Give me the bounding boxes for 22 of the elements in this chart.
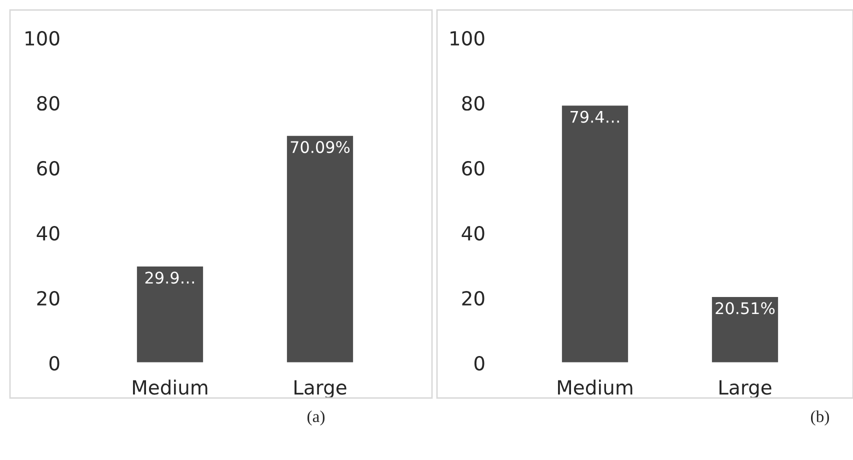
y-tick-label: 0	[474, 356, 484, 371]
y-tick-label: 20	[37, 290, 60, 306]
data-label: 20.51%	[716, 302, 775, 314]
y-tick-label: 40	[36, 226, 60, 241]
x-tick-label: Large	[720, 380, 772, 398]
x-tick-label: Large	[294, 380, 346, 398]
x-tick-label: Medium	[133, 380, 208, 395]
data-label: 79.4…	[570, 110, 619, 123]
text: (b)	[811, 410, 829, 426]
y-tick-label: 40	[462, 226, 484, 241]
x-tick-label: Medium	[558, 380, 632, 395]
y-tick-label: 0	[49, 356, 60, 371]
y-tick-label: 60	[37, 160, 60, 176]
text: (a)	[307, 410, 325, 426]
y-tick-label: 60	[462, 160, 484, 176]
y-tick-label: 20	[462, 290, 484, 306]
y-tick-label: 80	[37, 96, 60, 111]
data-label: 70.09%	[290, 141, 350, 154]
data-label: 29.9…	[145, 272, 194, 284]
y-tick-label: 100	[26, 30, 60, 46]
y-tick-label: 100	[450, 30, 484, 46]
y-tick-label: 80	[462, 96, 484, 111]
